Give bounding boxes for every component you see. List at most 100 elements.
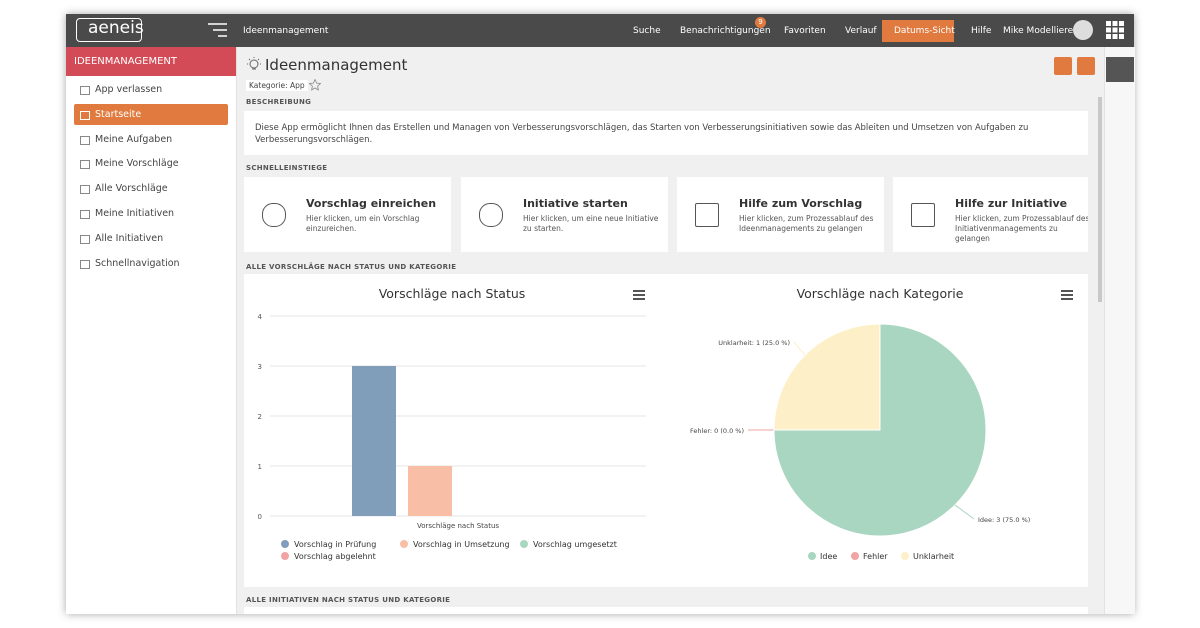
- card-text: Hier klicken, zum Prozessablauf des Init…: [955, 214, 1088, 243]
- section-label: BESCHREIBUNG: [246, 98, 312, 106]
- apps-icon[interactable]: [1106, 21, 1124, 39]
- breadcrumb: Ideenmanagement: [243, 26, 329, 36]
- sidebar-item[interactable]: Startseite: [95, 108, 142, 120]
- next-panel: [244, 607, 1088, 614]
- favorite-star[interactable]: [309, 79, 321, 91]
- date-view-button[interactable]: [882, 20, 954, 42]
- section-label: ALLE VORSCHLÄGE NACH STATUS UND KATEGORI…: [246, 263, 457, 271]
- quick-card[interactable]: Hilfe zur Initiative Hier klicken, zum Pr…: [893, 177, 1088, 252]
- panel-tab[interactable]: [1106, 57, 1134, 82]
- card-text: Hier klicken, um ein Vorschlag einzureic…: [306, 214, 420, 233]
- nav-item[interactable]: Benachrichtigungen: [680, 26, 771, 36]
- sidebar-header: [66, 47, 236, 76]
- action-button[interactable]: [1054, 57, 1072, 75]
- user-name[interactable]: Mike Modellierer: [1003, 26, 1077, 36]
- notification-badge: 9: [755, 17, 766, 28]
- right-panel: [1104, 47, 1135, 614]
- nav-item[interactable]: Verlauf: [845, 26, 877, 36]
- sidebar-icon: [80, 160, 90, 170]
- data-label: Idee: 3 (75.0 %): [978, 516, 1030, 524]
- legend-marker: [851, 552, 859, 560]
- card-title: Hilfe zur Initiative: [955, 197, 1068, 210]
- nav-item[interactable]: Favoriten: [784, 26, 826, 36]
- quick-card[interactable]: Hilfe zum Vorschlag Hier klicken, zum Pro…: [677, 177, 884, 252]
- active-item[interactable]: [74, 104, 228, 125]
- y-tick-label: 2: [258, 413, 262, 421]
- card-title: Hilfe zum Vorschlag: [739, 197, 863, 210]
- y-tick-label: 3: [258, 363, 262, 371]
- card-icon: [479, 203, 503, 227]
- quick-card[interactable]: Vorschlag einreichen Hier klicken, um ein…: [244, 177, 451, 252]
- category-tag: Kategorie: App: [246, 80, 308, 91]
- card-icon: [262, 203, 286, 227]
- scrollbar: [1098, 97, 1102, 302]
- sidebar-icon: [80, 210, 90, 219]
- logo[interactable]: aeneis: [88, 18, 144, 38]
- sidebar-item[interactable]: Meine Vorschläge: [95, 158, 179, 170]
- label-connector: [793, 341, 806, 356]
- legend-marker: [520, 540, 528, 548]
- card-text: Hier klicken, zum Prozessablauf des Idee…: [739, 214, 874, 233]
- page-title: Ideenmanagement: [265, 56, 408, 74]
- nav-item[interactable]: Datums-Sicht: [894, 26, 955, 36]
- sidebar-icon: [80, 234, 90, 244]
- sidebar-icon: [80, 185, 90, 195]
- chart-menu[interactable]: [1061, 290, 1073, 300]
- chart-title: Vorschläge nach Status: [379, 286, 526, 301]
- quick-card[interactable]: Initiative starten Hier klicken, um eine …: [461, 177, 668, 252]
- sidebar-title: IDEENMANAGEMENT: [74, 56, 177, 67]
- top-bar: [66, 14, 1134, 47]
- sidebar-icon: [80, 86, 90, 95]
- sidebar-icon: [80, 259, 90, 269]
- sidebar-icon: [80, 135, 90, 145]
- avatar[interactable]: [1073, 20, 1093, 40]
- bar: [408, 466, 452, 516]
- card-title: Initiative starten: [523, 197, 628, 210]
- legend-label[interactable]: Idee: [820, 552, 837, 561]
- description-box: [244, 111, 1088, 155]
- legend-marker: [400, 540, 408, 548]
- chart-menu[interactable]: [633, 290, 645, 300]
- legend-label[interactable]: Fehler: [863, 552, 888, 561]
- x-tick-label: Vorschläge nach Status: [417, 522, 499, 530]
- y-tick-label: 1: [258, 463, 262, 471]
- pie-slice: [773, 323, 987, 537]
- card-title: Vorschlag einreichen: [306, 197, 437, 210]
- legend-label[interactable]: Vorschlag abgelehnt: [294, 552, 376, 561]
- charts: Vorschläge nach Status 0 1 2 3 4 Vorschläge na…: [258, 286, 1073, 561]
- data-label: Fehler: 0 (0.0 %): [690, 427, 744, 435]
- sidebar-item[interactable]: Meine Initiativen: [95, 208, 175, 219]
- legend-label[interactable]: Vorschlag in Prüfung: [294, 540, 376, 549]
- data-label: Unklarheit: 1 (25.0 %): [718, 339, 790, 347]
- section-label: ALLE INITIATIVEN NACH STATUS UND KATEGOR…: [246, 596, 451, 604]
- sidebar-item[interactable]: App verlassen: [95, 84, 163, 95]
- description: Diese App ermöglicht Ihnen das Erstellen…: [255, 123, 1029, 145]
- sidebar: [66, 47, 237, 614]
- idea-icon: [247, 57, 261, 70]
- action-button[interactable]: [1077, 57, 1095, 75]
- sidebar-icon: [80, 110, 90, 120]
- chart-title: Vorschläge nach Kategorie: [797, 286, 964, 301]
- legend-marker: [808, 552, 816, 560]
- legend-marker: [281, 540, 289, 548]
- pie-slice: [773, 323, 881, 431]
- legend-label[interactable]: Vorschlag umgesetzt: [533, 540, 617, 549]
- legend-label[interactable]: Vorschlag in Umsetzung: [413, 540, 510, 549]
- sidebar-item[interactable]: Meine Aufgaben: [95, 133, 173, 145]
- bar: [352, 366, 396, 516]
- label-connector: [954, 504, 975, 520]
- nav-item[interactable]: Suche: [633, 26, 661, 36]
- sidebar-item[interactable]: Alle Vorschläge: [95, 183, 168, 195]
- section-label: SCHNELLEINSTIEGE: [246, 164, 328, 172]
- legend-label[interactable]: Unklarheit: [913, 552, 954, 561]
- card-icon: [695, 203, 719, 227]
- card-icon: [911, 203, 935, 227]
- logo-box[interactable]: [76, 18, 142, 42]
- y-tick-label: 4: [258, 313, 263, 321]
- sidebar-item[interactable]: Schnellnavigation: [95, 257, 180, 269]
- nav-item[interactable]: Hilfe: [971, 26, 992, 36]
- legend-marker: [901, 552, 909, 560]
- menu-icon[interactable]: [208, 23, 228, 37]
- sidebar-item[interactable]: Alle Initiativen: [95, 232, 164, 244]
